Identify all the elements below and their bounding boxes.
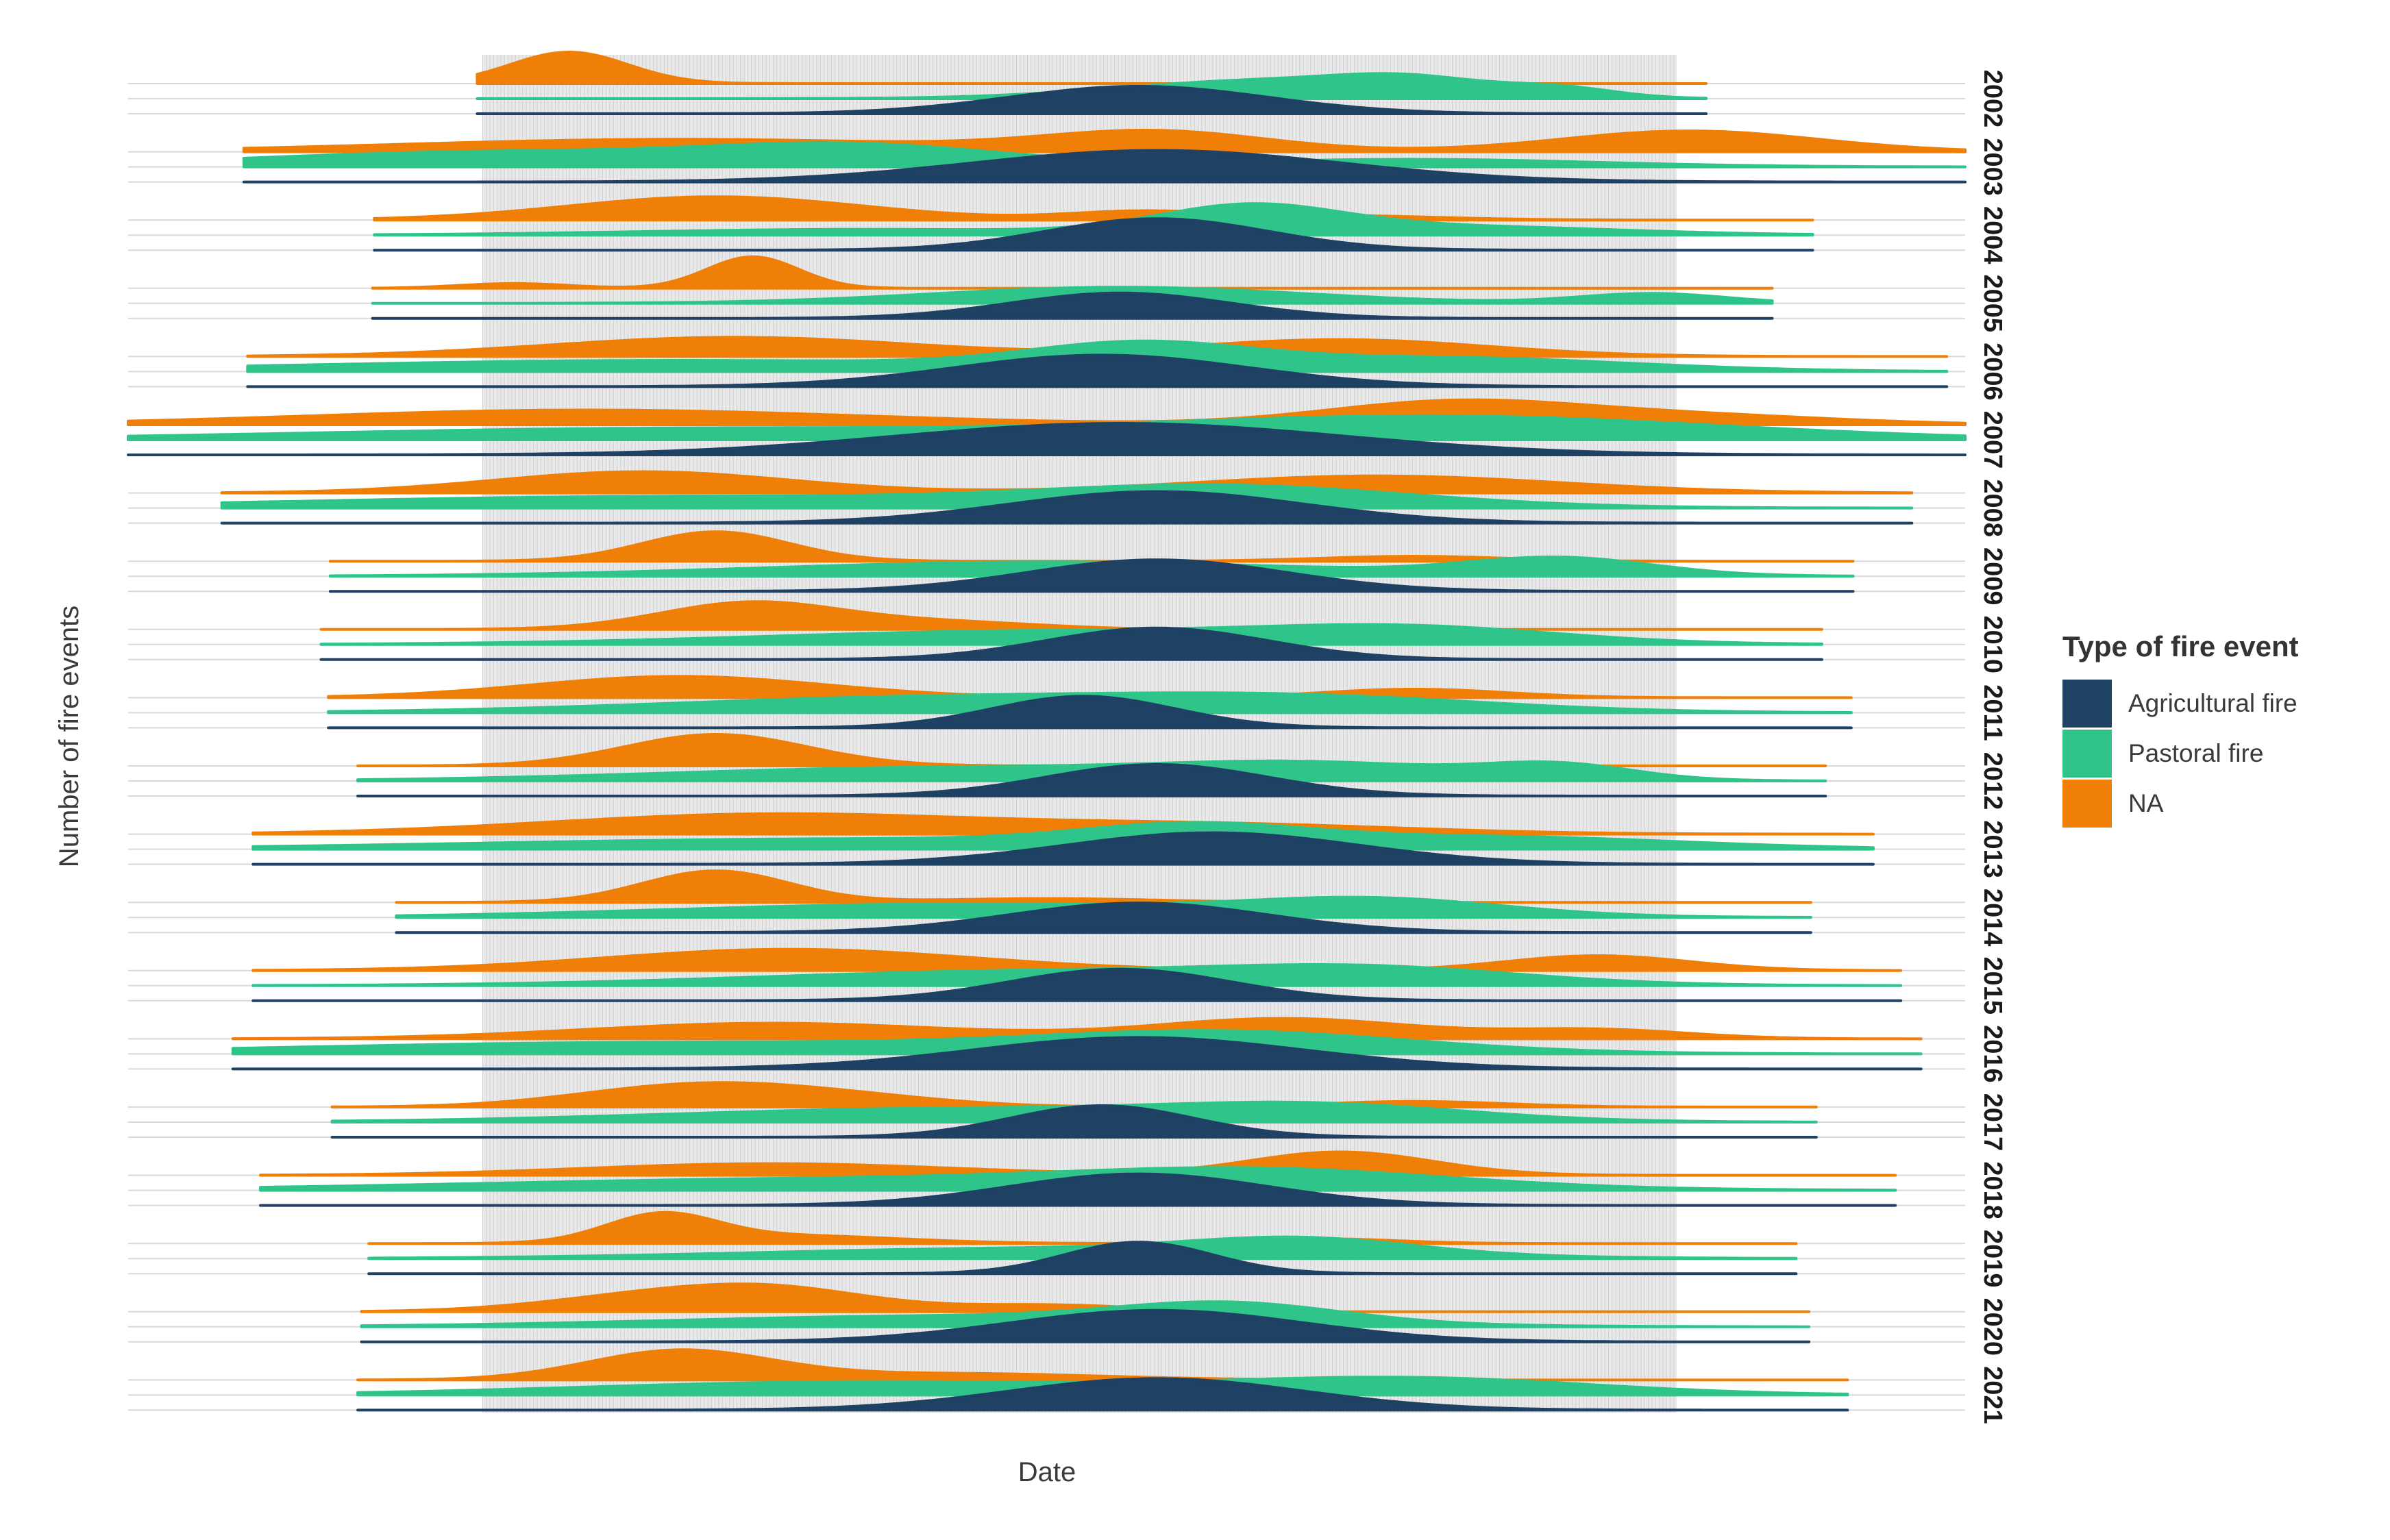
y-axis-label: Number of fire events xyxy=(54,606,84,867)
year-label-2012: 2012 xyxy=(1978,752,2007,810)
year-label-2002: 2002 xyxy=(1978,70,2007,128)
ridge-agricultural-2016 xyxy=(231,1036,1923,1071)
year-label-2011: 2011 xyxy=(1978,684,2007,741)
ridge-agricultural-2003 xyxy=(242,149,1967,184)
ridge-na-2015 xyxy=(251,947,1903,972)
year-label-2007: 2007 xyxy=(1978,411,2007,469)
season-band xyxy=(482,55,1677,1413)
year-labels: 2002 2003 2004 2005 2006 2007 2008 2009 2010 2011… xyxy=(1978,70,2007,1424)
year-label-2016: 2016 xyxy=(1978,1025,2007,1083)
ridge-agricultural-2015 xyxy=(251,967,1903,1002)
ridge-agricultural-2017 xyxy=(330,1104,1818,1139)
year-label-2004: 2004 xyxy=(1978,206,2007,264)
ridge-pastoral-2010 xyxy=(319,623,1823,646)
ridge-na-2004 xyxy=(373,195,1814,222)
ridge-agricultural-2012 xyxy=(356,763,1827,797)
year-label-2009: 2009 xyxy=(1978,547,2007,606)
year-label-2018: 2018 xyxy=(1978,1161,2007,1219)
year-label-2017: 2017 xyxy=(1978,1093,2007,1152)
year-label-2010: 2010 xyxy=(1978,616,2007,674)
season-band-rect xyxy=(482,55,1677,1413)
ridge-na-2021 xyxy=(356,1348,1849,1382)
ridge-agricultural-2002 xyxy=(476,85,1708,115)
ridge-na-2016 xyxy=(231,1017,1923,1041)
ridge-agricultural-2018 xyxy=(259,1172,1897,1207)
ridge-agricultural-2020 xyxy=(360,1308,1811,1343)
ridge-pastoral-2013 xyxy=(251,821,1875,851)
legend-swatch-pastoral xyxy=(2062,729,2112,778)
year-label-2005: 2005 xyxy=(1978,275,2007,333)
ridge-na-2020 xyxy=(360,1282,1811,1313)
year-label-2021: 2021 xyxy=(1978,1366,2007,1424)
legend-label-na: NA xyxy=(2128,788,2164,817)
ridge-agricultural-2019 xyxy=(367,1241,1798,1276)
legend-item-pastoral: Pastoral fire xyxy=(2062,728,2299,778)
x-axis-label: Date xyxy=(1018,1457,1076,1487)
ridge-agricultural-2011 xyxy=(327,695,1853,730)
year-label-2015: 2015 xyxy=(1978,957,2007,1015)
ridge-agricultural-2007 xyxy=(127,422,1967,456)
year-label-2014: 2014 xyxy=(1978,889,2007,947)
ridge-agricultural-2014 xyxy=(395,902,1812,934)
ridge-agricultural-2006 xyxy=(246,353,1949,388)
legend-swatch-na xyxy=(2062,779,2112,828)
ridge-na-2010 xyxy=(319,600,1823,631)
ridge-na-2019 xyxy=(367,1210,1798,1245)
ridge-pastoral-2019 xyxy=(367,1235,1798,1260)
ridges xyxy=(127,51,1967,1412)
year-label-2008: 2008 xyxy=(1978,479,2007,537)
legend-label-pastoral: Pastoral fire xyxy=(2128,738,2264,767)
ridge-na-2013 xyxy=(251,812,1875,836)
ridge-agricultural-2013 xyxy=(251,831,1875,866)
year-label-2019: 2019 xyxy=(1978,1230,2007,1288)
year-label-2013: 2013 xyxy=(1978,820,2007,878)
legend: Type of fire event Agricultural fire Pas… xyxy=(2062,630,2299,828)
ridge-agricultural-2021 xyxy=(356,1377,1849,1412)
ridge-agricultural-2008 xyxy=(220,490,1914,525)
year-label-2020: 2020 xyxy=(1978,1298,2007,1356)
ridge-agricultural-2004 xyxy=(373,217,1814,252)
legend-title: Type of fire event xyxy=(2062,630,2299,662)
legend-label-agricultural: Agricultural fire xyxy=(2128,688,2297,717)
year-label-2003: 2003 xyxy=(1978,138,2007,196)
ridge-agricultural-2009 xyxy=(328,558,1855,593)
ridge-agricultural-2005 xyxy=(371,291,1774,320)
ridge-agricultural-2010 xyxy=(319,626,1823,661)
ridge-na-2014 xyxy=(395,869,1812,904)
legend-item-agricultural: Agricultural fire xyxy=(2062,678,2299,728)
year-label-2006: 2006 xyxy=(1978,343,2007,401)
legend-swatch-agricultural xyxy=(2062,679,2112,728)
legend-item-na: NA xyxy=(2062,778,2299,828)
